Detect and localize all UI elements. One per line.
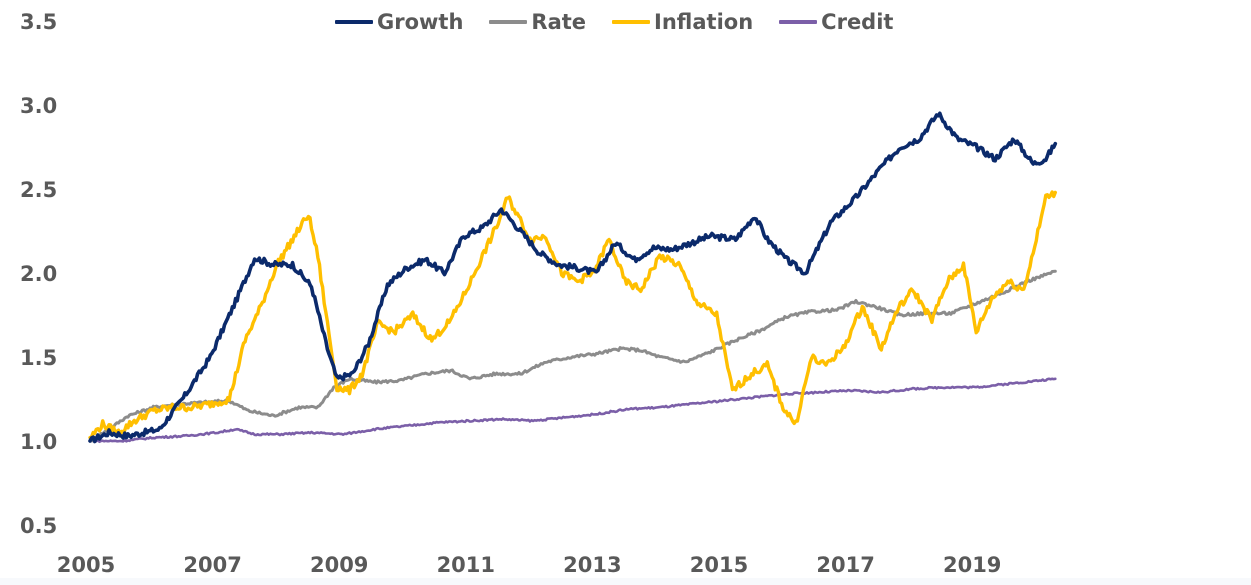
x-tick-label: 2015 [690,553,748,577]
series-line-growth [88,111,1058,444]
y-axis-ticks: 0.5 1.0 1.5 2.0 2.5 3.0 3.5 [20,10,57,538]
legend-item-credit[interactable]: Credit [779,10,893,34]
legend-label-rate: Rate [531,10,587,34]
x-tick-label: 2009 [310,553,368,577]
legend: Growth Rate Inflation Credit [335,10,919,34]
series-line-credit [88,377,1057,444]
legend-label-growth: Growth [377,10,464,34]
x-tick-label: 2005 [57,553,115,577]
y-tick-label: 3.0 [20,94,57,118]
x-axis-ticks: 2005 2007 2009 2011 2013 2015 2017 2019 [57,553,1002,577]
y-tick-label: 0.5 [20,514,57,538]
y-tick-label: 1.0 [20,430,57,454]
legend-label-credit: Credit [821,10,894,34]
x-tick-label: 2017 [816,553,874,577]
legend-label-inflation: Inflation [654,10,754,34]
legend-swatch-growth [335,20,373,24]
y-tick-label: 1.5 [20,346,57,370]
bottom-border [0,578,1251,585]
legend-swatch-inflation [612,20,651,24]
x-tick-label: 2013 [563,553,621,577]
y-tick-label: 2.5 [20,178,57,202]
legend-item-inflation[interactable]: Inflation [612,10,753,34]
legend-item-growth[interactable]: Growth [335,10,463,34]
legend-swatch-credit [779,20,818,24]
y-tick-label: 2.0 [20,262,57,286]
x-tick-label: 2019 [943,553,1001,577]
series-lines [88,111,1058,444]
y-tick-label: 3.5 [20,10,57,34]
x-tick-label: 2007 [183,553,241,577]
x-tick-label: 2011 [437,553,495,577]
legend-item-rate[interactable]: Rate [489,10,586,34]
legend-swatch-rate [489,20,528,24]
series-line-inflation [88,190,1058,440]
